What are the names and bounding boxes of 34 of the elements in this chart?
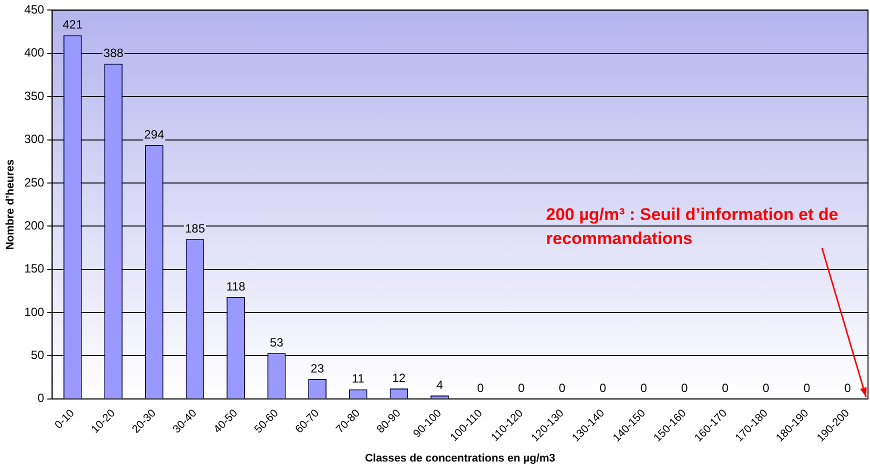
data-label: 0 [600,381,607,396]
y-tick-label: 300 [24,132,45,146]
y-tick-label: 150 [24,262,45,276]
y-tick-label: 0 [38,391,45,406]
data-label: 0 [762,381,770,396]
data-label: 421 [62,18,83,32]
data-label: 0 [722,381,729,396]
y-tick-label: 200 [24,218,45,232]
y-axis-title: Nombre d’heures [4,159,17,250]
y-tick-label: 450 [24,2,45,17]
data-label: 53 [270,335,284,350]
data-label: 294 [144,127,165,142]
y-tick-label: 250 [24,175,45,190]
data-label: 0 [640,381,648,396]
data-label: 0 [477,381,484,396]
data-label: 0 [518,381,525,396]
y-tick-label: 400 [24,46,45,60]
x-tick-label: 0-10 [52,407,77,432]
data-label: 388 [103,46,124,60]
annotation: 200 µg/m³ : Seuil d’information et de recommandations [546,205,838,248]
y-tick-label: 350 [24,88,45,103]
data-label: 185 [184,221,206,236]
data-label: 12 [392,370,406,385]
data-label: 118 [226,279,246,294]
data-label: 0 [558,381,566,396]
data-label: 0 [681,381,688,396]
data-label: 4 [436,378,444,392]
y-tick-label: 50 [30,348,45,362]
x-axis-title: Classes de concentrations en µg/m3 [364,452,556,464]
data-label: 23 [310,361,324,376]
data-label: 0 [844,381,852,396]
y-tick-label: 100 [24,304,45,319]
data-label: 0 [803,381,810,396]
data-label: 11 [352,372,365,386]
